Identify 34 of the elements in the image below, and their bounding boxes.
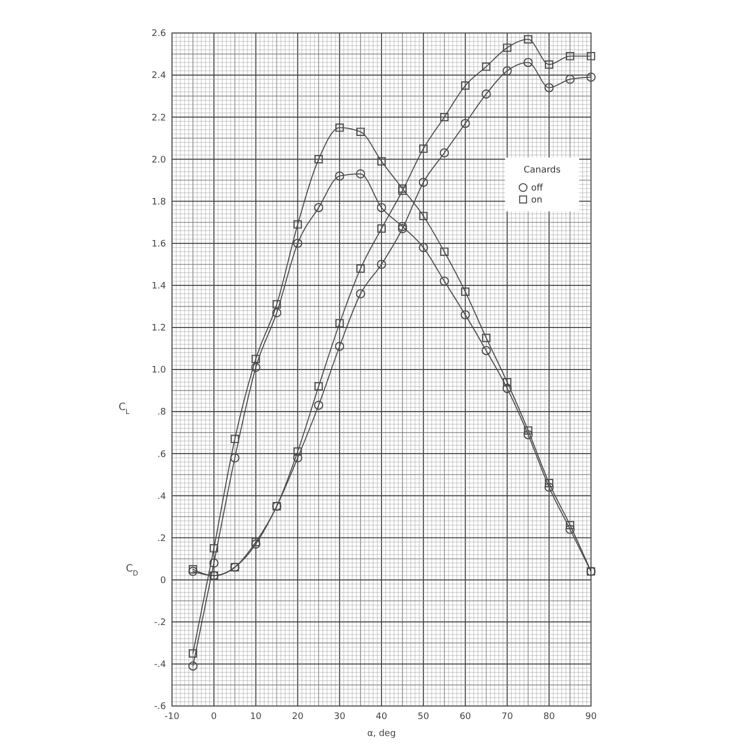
x-tick-label: 30 <box>334 712 346 722</box>
x-tick-label: 50 <box>418 712 430 722</box>
y-tick-label: 1.8 <box>152 197 166 208</box>
text: C$_{D}$ <box>126 563 138 578</box>
legend-title: Canards <box>524 166 561 176</box>
legend-label: on <box>531 196 542 206</box>
y-tick-label: 2.4 <box>152 71 166 82</box>
x-tick-label: 80 <box>543 712 556 722</box>
y-tick-label: 1.0 <box>152 366 166 376</box>
y-tick-label: .4 <box>157 492 166 502</box>
y-tick-label: .6 <box>157 450 166 460</box>
legend-label: off <box>531 184 544 194</box>
y-tick-label: 1.4 <box>152 282 166 292</box>
y-tick-label: 1.2 <box>152 324 166 334</box>
x-tick-label: 10 <box>250 712 262 722</box>
x-axis-title: α, deg <box>367 729 396 739</box>
y-tick-label: -.6 <box>154 702 166 712</box>
x-tick-label: 60 <box>460 712 472 722</box>
y-tick-label: 1.6 <box>152 239 166 250</box>
y-tick-label: 0 <box>160 576 166 586</box>
y-axis-title: C$_{L}$ <box>118 402 130 416</box>
y-tick-label: -.4 <box>154 660 166 670</box>
x-tick-label: -10 <box>164 712 180 722</box>
y-tick-label: .2 <box>157 534 166 544</box>
y-tick-label: 2.6 <box>152 29 166 40</box>
y-tick-label: .8 <box>157 408 166 418</box>
x-tick-label: 20 <box>292 712 304 722</box>
x-tick-label: 90 <box>585 712 597 722</box>
x-tick-label: 40 <box>376 712 388 722</box>
y-tick-label: 2.0 <box>152 155 166 166</box>
y-tick-label: -.2 <box>154 618 166 628</box>
y-tick-label: 2.2 <box>152 113 166 124</box>
x-tick-label: 70 <box>501 712 514 722</box>
x-tick-label: 0 <box>211 712 218 722</box>
